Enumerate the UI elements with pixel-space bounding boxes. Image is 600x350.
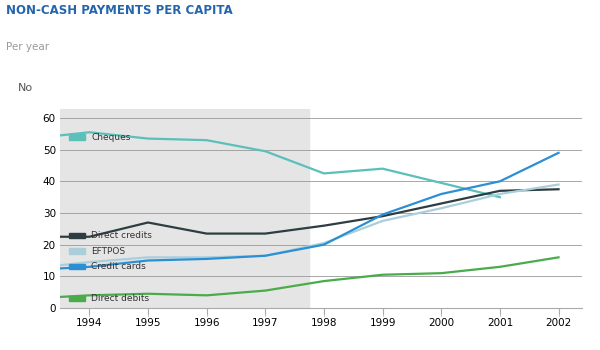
Text: No: No <box>18 83 34 92</box>
Text: Direct debits: Direct debits <box>91 294 149 303</box>
Bar <box>60 108 309 308</box>
Bar <box>69 233 85 238</box>
Text: Credit cards: Credit cards <box>91 262 146 271</box>
Text: Cheques: Cheques <box>91 133 130 141</box>
Bar <box>69 248 85 253</box>
Text: EFTPOS: EFTPOS <box>91 246 125 256</box>
Text: Direct credits: Direct credits <box>91 231 152 240</box>
Text: NON-CASH PAYMENTS PER CAPITA: NON-CASH PAYMENTS PER CAPITA <box>6 4 233 16</box>
Bar <box>69 296 85 301</box>
Bar <box>69 264 85 270</box>
Text: Per year: Per year <box>6 42 49 52</box>
Bar <box>69 134 85 140</box>
